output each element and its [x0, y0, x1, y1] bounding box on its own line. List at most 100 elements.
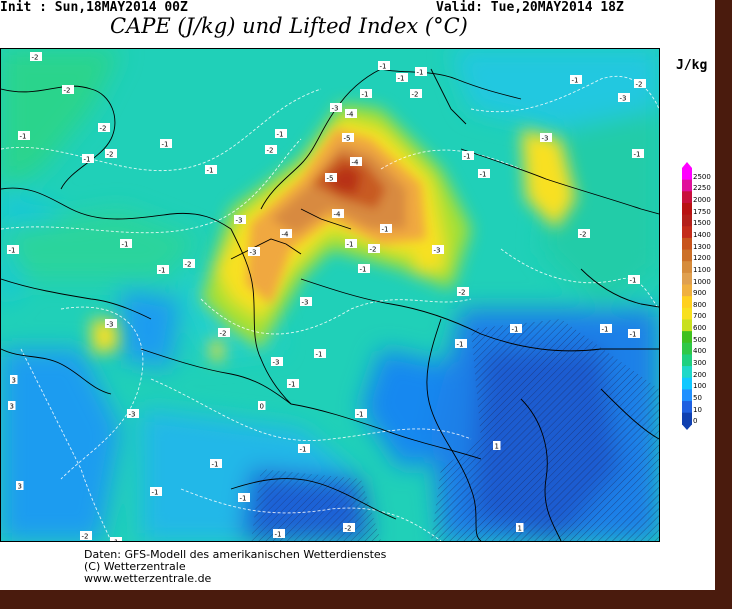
li-label: -1 [210, 459, 222, 469]
svg-text:-2: -2 [100, 125, 107, 133]
colorbar-cell [682, 307, 692, 320]
li-label: -2 [30, 52, 42, 62]
svg-text:-2: -2 [345, 525, 352, 533]
svg-text:-3: -3 [332, 105, 339, 113]
colorbar-tick-label: 400 [693, 347, 707, 356]
svg-text:-3: -3 [107, 321, 114, 329]
li-label: -1 [510, 324, 522, 334]
li-label: -2 [343, 523, 355, 533]
svg-text:3: 3 [10, 403, 14, 411]
li-label: -1 [7, 245, 19, 255]
li-label: -4 [332, 209, 344, 219]
svg-text:-1: -1 [630, 277, 637, 285]
li-label: -1 [314, 349, 326, 359]
li-label: -1 [478, 169, 490, 179]
colorbar-cell [682, 284, 692, 297]
li-label: -2 [457, 287, 469, 297]
cape-field: -2 -2 -1 -2 -1 -2 -1 -1 -2 -1 -3 -4 -5 -3 -4 -5 -4 -4 -3 -3… [1, 49, 659, 541]
svg-text:-2: -2 [185, 261, 192, 269]
colorbar-bottom-arrow [682, 424, 692, 430]
li-label: -1 [415, 67, 427, 77]
li-label: -3 [432, 245, 444, 255]
colorbar-tick-label: 1300 [693, 242, 711, 251]
svg-text:-3: -3 [620, 95, 627, 103]
svg-text:-5: -5 [344, 135, 351, 143]
li-label: -1 [600, 324, 612, 334]
li-label: 1 [516, 523, 524, 533]
svg-text:-1: -1 [357, 411, 364, 419]
li-label: -4 [350, 157, 362, 167]
li-label: -3 [248, 247, 260, 257]
svg-text:-1: -1 [162, 141, 169, 149]
colorbar-cell [682, 214, 692, 227]
svg-text:-2: -2 [580, 231, 587, 239]
colorbar-top-arrow [682, 162, 692, 168]
colorbar-cell [682, 179, 692, 192]
li-label: -1 [380, 224, 392, 234]
svg-text:-1: -1 [112, 539, 119, 542]
svg-text:-1: -1 [512, 326, 519, 334]
li-label: -4 [345, 109, 357, 119]
svg-text:-1: -1 [316, 351, 323, 359]
colorbar-tick-label: 1400 [693, 230, 711, 239]
li-label: -1 [462, 151, 474, 161]
init-time: Init : Sun,18MAY2014 00Z [0, 0, 188, 15]
li-label: -1 [18, 131, 30, 141]
svg-text:-1: -1 [360, 266, 367, 274]
svg-text:-1: -1 [212, 461, 219, 469]
li-label: -3 [618, 93, 630, 103]
li-label: -1 [110, 537, 122, 541]
colorbar-cell [682, 342, 692, 355]
credits: Daten: GFS-Modell des amerikanischen Wet… [84, 549, 386, 585]
chart-frame: Init : Sun,18MAY2014 00Z Valid: Tue,20MA… [0, 0, 715, 590]
colorbar-tick-label: 1000 [693, 277, 711, 286]
li-label: -3 [271, 357, 283, 367]
li-label: -3 [234, 215, 246, 225]
svg-text:-3: -3 [302, 299, 309, 307]
svg-text:-1: -1 [20, 133, 27, 141]
li-label: -2 [105, 149, 117, 159]
li-label: -1 [632, 149, 644, 159]
li-label: -1 [82, 154, 94, 164]
svg-text:-1: -1 [347, 241, 354, 249]
colorbar-cell [682, 168, 692, 181]
colorbar-cell [682, 226, 692, 239]
svg-text:-1: -1 [300, 446, 307, 454]
svg-text:-2: -2 [32, 54, 39, 62]
colorbar-tick-label: 1200 [693, 254, 711, 263]
li-label: -1 [355, 409, 367, 419]
svg-text:-1: -1 [275, 531, 282, 539]
svg-text:-1: -1 [630, 331, 637, 339]
colorbar-cell [682, 389, 692, 402]
svg-text:-1: -1 [634, 151, 641, 159]
colorbar-cell [682, 366, 692, 379]
li-label: -3 [540, 133, 552, 143]
svg-text:3: 3 [12, 377, 16, 385]
svg-text:-2: -2 [107, 151, 114, 159]
svg-text:0: 0 [260, 403, 264, 411]
weather-map: -2 -2 -1 -2 -1 -2 -1 -1 -2 -1 -3 -4 -5 -3 -4 -5 -4 -4 -3 -3… [0, 48, 660, 542]
svg-text:-2: -2 [220, 330, 227, 338]
svg-text:-1: -1 [122, 241, 129, 249]
colorbar-tick-label: 10 [693, 405, 702, 414]
credits-url[interactable]: www.wetterzentrale.de [84, 572, 212, 585]
li-label: -1 [455, 339, 467, 349]
map-title: CAPE (J/kg) und Lifted Index (°C) [110, 14, 468, 38]
svg-text:-2: -2 [459, 289, 466, 297]
colorbar-tick-label: 500 [693, 335, 707, 344]
li-label: -5 [342, 133, 354, 143]
li-label: -2 [62, 85, 74, 95]
li-label: -1 [396, 73, 408, 83]
svg-text:1: 1 [518, 525, 522, 533]
li-label: -1 [298, 444, 310, 454]
li-label: -1 [275, 129, 287, 139]
svg-text:-1: -1 [380, 63, 387, 71]
svg-text:-1: -1 [464, 153, 471, 161]
colorbar [682, 162, 692, 430]
li-label: -1 [150, 487, 162, 497]
colorbar-tick-label: 2500 [693, 172, 711, 181]
colorbar-tick-label: 100 [693, 382, 707, 391]
colorbar-tick-label: 2250 [693, 184, 711, 193]
colorbar-cell [682, 331, 692, 344]
li-label: 0 [258, 401, 266, 411]
